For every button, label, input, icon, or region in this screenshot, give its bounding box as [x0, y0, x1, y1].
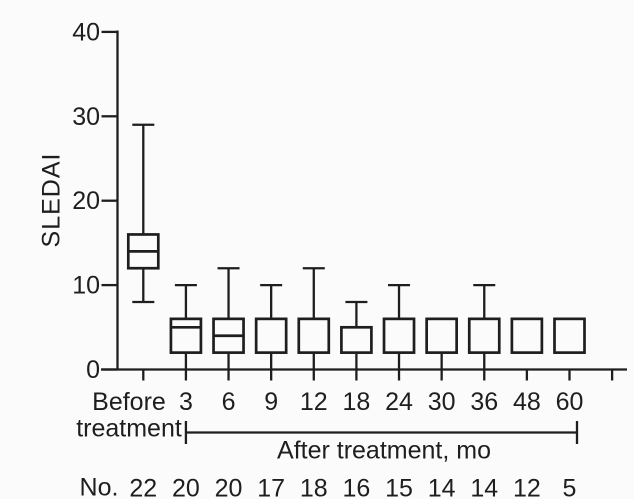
- x-category-label: 60: [556, 388, 584, 416]
- boxplot-24-mo: 24 15: [382, 283, 416, 499]
- box: [425, 317, 458, 354]
- box: [169, 317, 203, 354]
- box: [297, 317, 331, 354]
- box: [382, 317, 416, 354]
- count-label: 5: [563, 475, 577, 499]
- boxplot-12-mo: 12 18: [297, 267, 331, 499]
- y-tick-label: 40: [72, 18, 100, 46]
- y-tick-label: 20: [72, 187, 100, 215]
- y-tick-label: 0: [86, 356, 100, 384]
- count-label: 22: [129, 475, 157, 499]
- count-label: 18: [300, 475, 328, 499]
- count-label: 14: [428, 475, 456, 499]
- box: [467, 317, 501, 354]
- box: [510, 317, 544, 354]
- count-row-label: No.: [79, 473, 119, 499]
- y-axis-title: SLEDAI: [37, 152, 66, 248]
- count-label: 12: [513, 475, 541, 499]
- count-label: 20: [172, 475, 200, 499]
- count-label: 16: [342, 475, 370, 499]
- y-tick-label: 30: [72, 103, 100, 131]
- count-label: 17: [257, 475, 285, 499]
- count-label: 14: [470, 475, 498, 499]
- box: [340, 325, 373, 354]
- x-category-label: 30: [428, 388, 456, 416]
- boxplot-9-mo: 9 17: [254, 283, 288, 499]
- count-label: 15: [385, 475, 413, 499]
- x-category-label: 6: [222, 388, 236, 416]
- x-category-label: Before: [92, 388, 166, 416]
- x-category-label: 3: [179, 388, 193, 416]
- x-category-label: 48: [513, 388, 541, 416]
- boxplot-36-mo: 36 14: [467, 283, 501, 499]
- boxplot-60-mo: 60 5: [553, 317, 586, 499]
- boxplot-30-mo: 30 14: [425, 317, 458, 499]
- boxplot-3-mo: 3 20: [169, 283, 203, 499]
- x-category-label: 36: [470, 388, 498, 416]
- after-treatment-axis-label: After treatment, mo: [277, 436, 491, 465]
- box: [553, 317, 586, 354]
- x-category-label: 9: [264, 388, 278, 416]
- boxplot-48-mo: 48 12: [510, 317, 544, 499]
- count-label: 20: [215, 475, 243, 499]
- boxplot-6-mo: 6 20: [212, 267, 245, 499]
- x-category-label: treatment: [76, 415, 182, 443]
- box: [254, 317, 288, 354]
- x-category-label: 18: [342, 388, 370, 416]
- y-tick-label: 10: [72, 272, 100, 300]
- x-category-label: 24: [385, 388, 413, 416]
- x-category-label: 12: [300, 388, 328, 416]
